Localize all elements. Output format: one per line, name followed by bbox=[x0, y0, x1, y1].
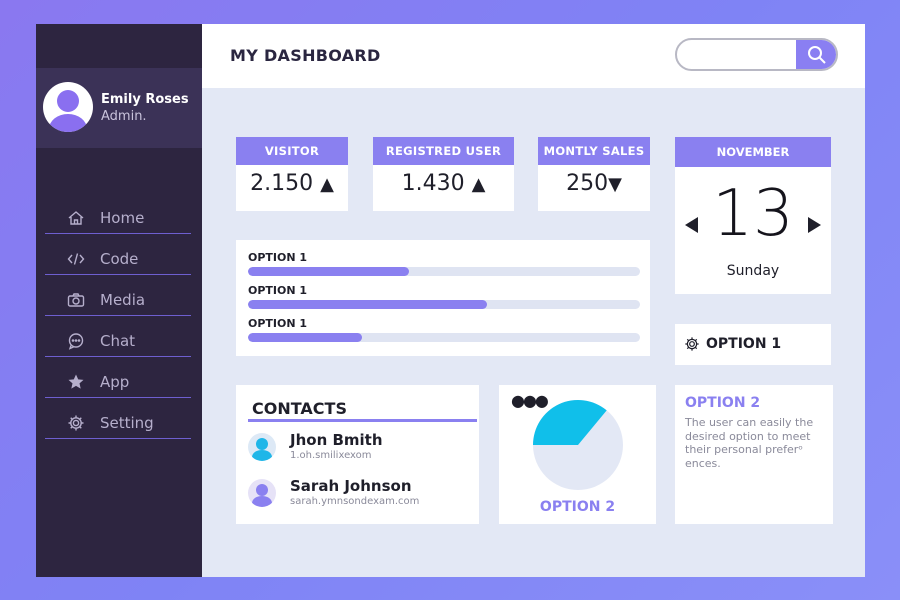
stat-value: 2.150 ▲ bbox=[250, 171, 334, 196]
stat-value: 250▼ bbox=[566, 171, 622, 196]
calendar-prev-button[interactable] bbox=[685, 217, 698, 233]
sidebar-item-label: App bbox=[100, 373, 130, 391]
sidebar: Emily Roses Admin. Home Code Media Ch bbox=[36, 24, 202, 577]
sidebar-item-label: Setting bbox=[100, 414, 154, 432]
progress-label: OPTION 1 bbox=[248, 284, 308, 297]
search-icon bbox=[808, 46, 826, 64]
calendar-widget: NOVEMBER 13 Sunday bbox=[675, 137, 831, 294]
avatar bbox=[43, 82, 93, 132]
stat-label: VISITOR bbox=[236, 137, 348, 165]
search-button[interactable] bbox=[796, 40, 836, 69]
sidebar-item-setting[interactable]: Setting bbox=[45, 411, 191, 439]
stat-label: MONTLY SALES bbox=[538, 137, 650, 165]
user-role: Admin. bbox=[101, 109, 147, 124]
option-1-card[interactable]: OPTION 1 bbox=[675, 324, 831, 365]
sidebar-item-code[interactable]: Code bbox=[45, 247, 191, 275]
stat-value: 1.430 ▲ bbox=[401, 171, 486, 196]
calendar-weekday: Sunday bbox=[726, 263, 780, 279]
option-2-description: The user can easily the desired option t… bbox=[685, 416, 814, 470]
avatar bbox=[248, 433, 276, 461]
sidebar-item-app[interactable]: App bbox=[45, 370, 191, 398]
progress-fill bbox=[248, 333, 362, 342]
stat-card-registered-user: REGISTRED USER 1.430 ▲ bbox=[373, 137, 514, 211]
calendar-next-button[interactable] bbox=[808, 217, 821, 233]
contact-name: Jhon Bmith bbox=[290, 431, 383, 449]
app-window: Emily Roses Admin. Home Code Media Ch bbox=[36, 24, 865, 577]
progress-track bbox=[248, 267, 640, 276]
progress-fill bbox=[248, 267, 409, 276]
gear-icon bbox=[68, 415, 84, 431]
pie-chart bbox=[533, 400, 623, 490]
sidebar-item-label: Code bbox=[100, 250, 139, 268]
stat-card-visitor: VISITOR 2.150 ▲ bbox=[236, 137, 348, 211]
pie-label: OPTION 2 bbox=[539, 499, 616, 515]
contact-item[interactable]: Jhon Bmith 1.oh.smilixexom bbox=[248, 431, 473, 465]
arrow-up-icon: ▲ bbox=[471, 174, 486, 195]
arrow-up-icon: ▲ bbox=[320, 174, 334, 195]
sidebar-item-home[interactable]: Home bbox=[45, 206, 191, 234]
pie-chart-card: ●●● OPTION 2 bbox=[499, 385, 656, 524]
contact-name: Sarah Johnson bbox=[290, 477, 412, 495]
option-1-label: OPTION 1 bbox=[706, 336, 782, 352]
option-2-card: OPTION 2 The user can easily the desired… bbox=[675, 385, 833, 524]
user-profile[interactable]: Emily Roses Admin. bbox=[36, 68, 202, 148]
progress-label: OPTION 1 bbox=[248, 251, 308, 264]
avatar bbox=[248, 479, 276, 507]
progress-track bbox=[248, 300, 640, 309]
chat-icon bbox=[68, 333, 84, 350]
contacts-title: CONTACTS bbox=[252, 399, 347, 418]
home-icon bbox=[68, 211, 84, 225]
stat-label: REGISTRED USER bbox=[373, 137, 514, 165]
gear-icon bbox=[685, 337, 699, 351]
calendar-month: NOVEMBER bbox=[675, 137, 831, 167]
header: MY DASHBOARD bbox=[202, 24, 865, 88]
contact-item[interactable]: Sarah Johnson sarah.ymnsondexam.com bbox=[248, 477, 473, 511]
calendar-day: 13 bbox=[712, 177, 794, 251]
contact-email: 1.oh.smilixexom bbox=[290, 450, 372, 461]
main-content: MY DASHBOARD VISITOR 2.150 ▲ REGISTRED U… bbox=[202, 24, 865, 577]
search-box bbox=[675, 38, 838, 71]
arrow-down-icon: ▼ bbox=[608, 174, 622, 195]
sidebar-item-chat[interactable]: Chat bbox=[45, 329, 191, 357]
star-icon bbox=[68, 374, 84, 389]
sidebar-item-label: Home bbox=[100, 209, 145, 227]
code-icon bbox=[67, 253, 85, 265]
stat-card-monthly-sales: MONTLY SALES 250▼ bbox=[538, 137, 650, 211]
progress-track bbox=[248, 333, 640, 342]
progress-label: OPTION 1 bbox=[248, 317, 308, 330]
page-title: MY DASHBOARD bbox=[230, 46, 381, 65]
option-2-title: OPTION 2 bbox=[685, 395, 761, 411]
search-input[interactable] bbox=[687, 44, 797, 66]
camera-icon bbox=[67, 293, 85, 307]
sidebar-item-label: Media bbox=[100, 291, 146, 309]
more-options-icon[interactable]: ●●● bbox=[511, 391, 549, 410]
user-name: Emily Roses bbox=[101, 92, 189, 107]
sidebar-item-label: Chat bbox=[100, 332, 136, 350]
sidebar-item-media[interactable]: Media bbox=[45, 288, 191, 316]
pie-slice bbox=[533, 400, 607, 445]
progress-fill bbox=[248, 300, 488, 309]
contact-email: sarah.ymnsondexam.com bbox=[290, 496, 420, 507]
divider bbox=[248, 419, 477, 422]
progress-card: OPTION 1 OPTION 1 OPTION 1 bbox=[236, 240, 650, 356]
contacts-card: CONTACTS Jhon Bmith 1.oh.smilixexom Sara… bbox=[236, 385, 479, 524]
